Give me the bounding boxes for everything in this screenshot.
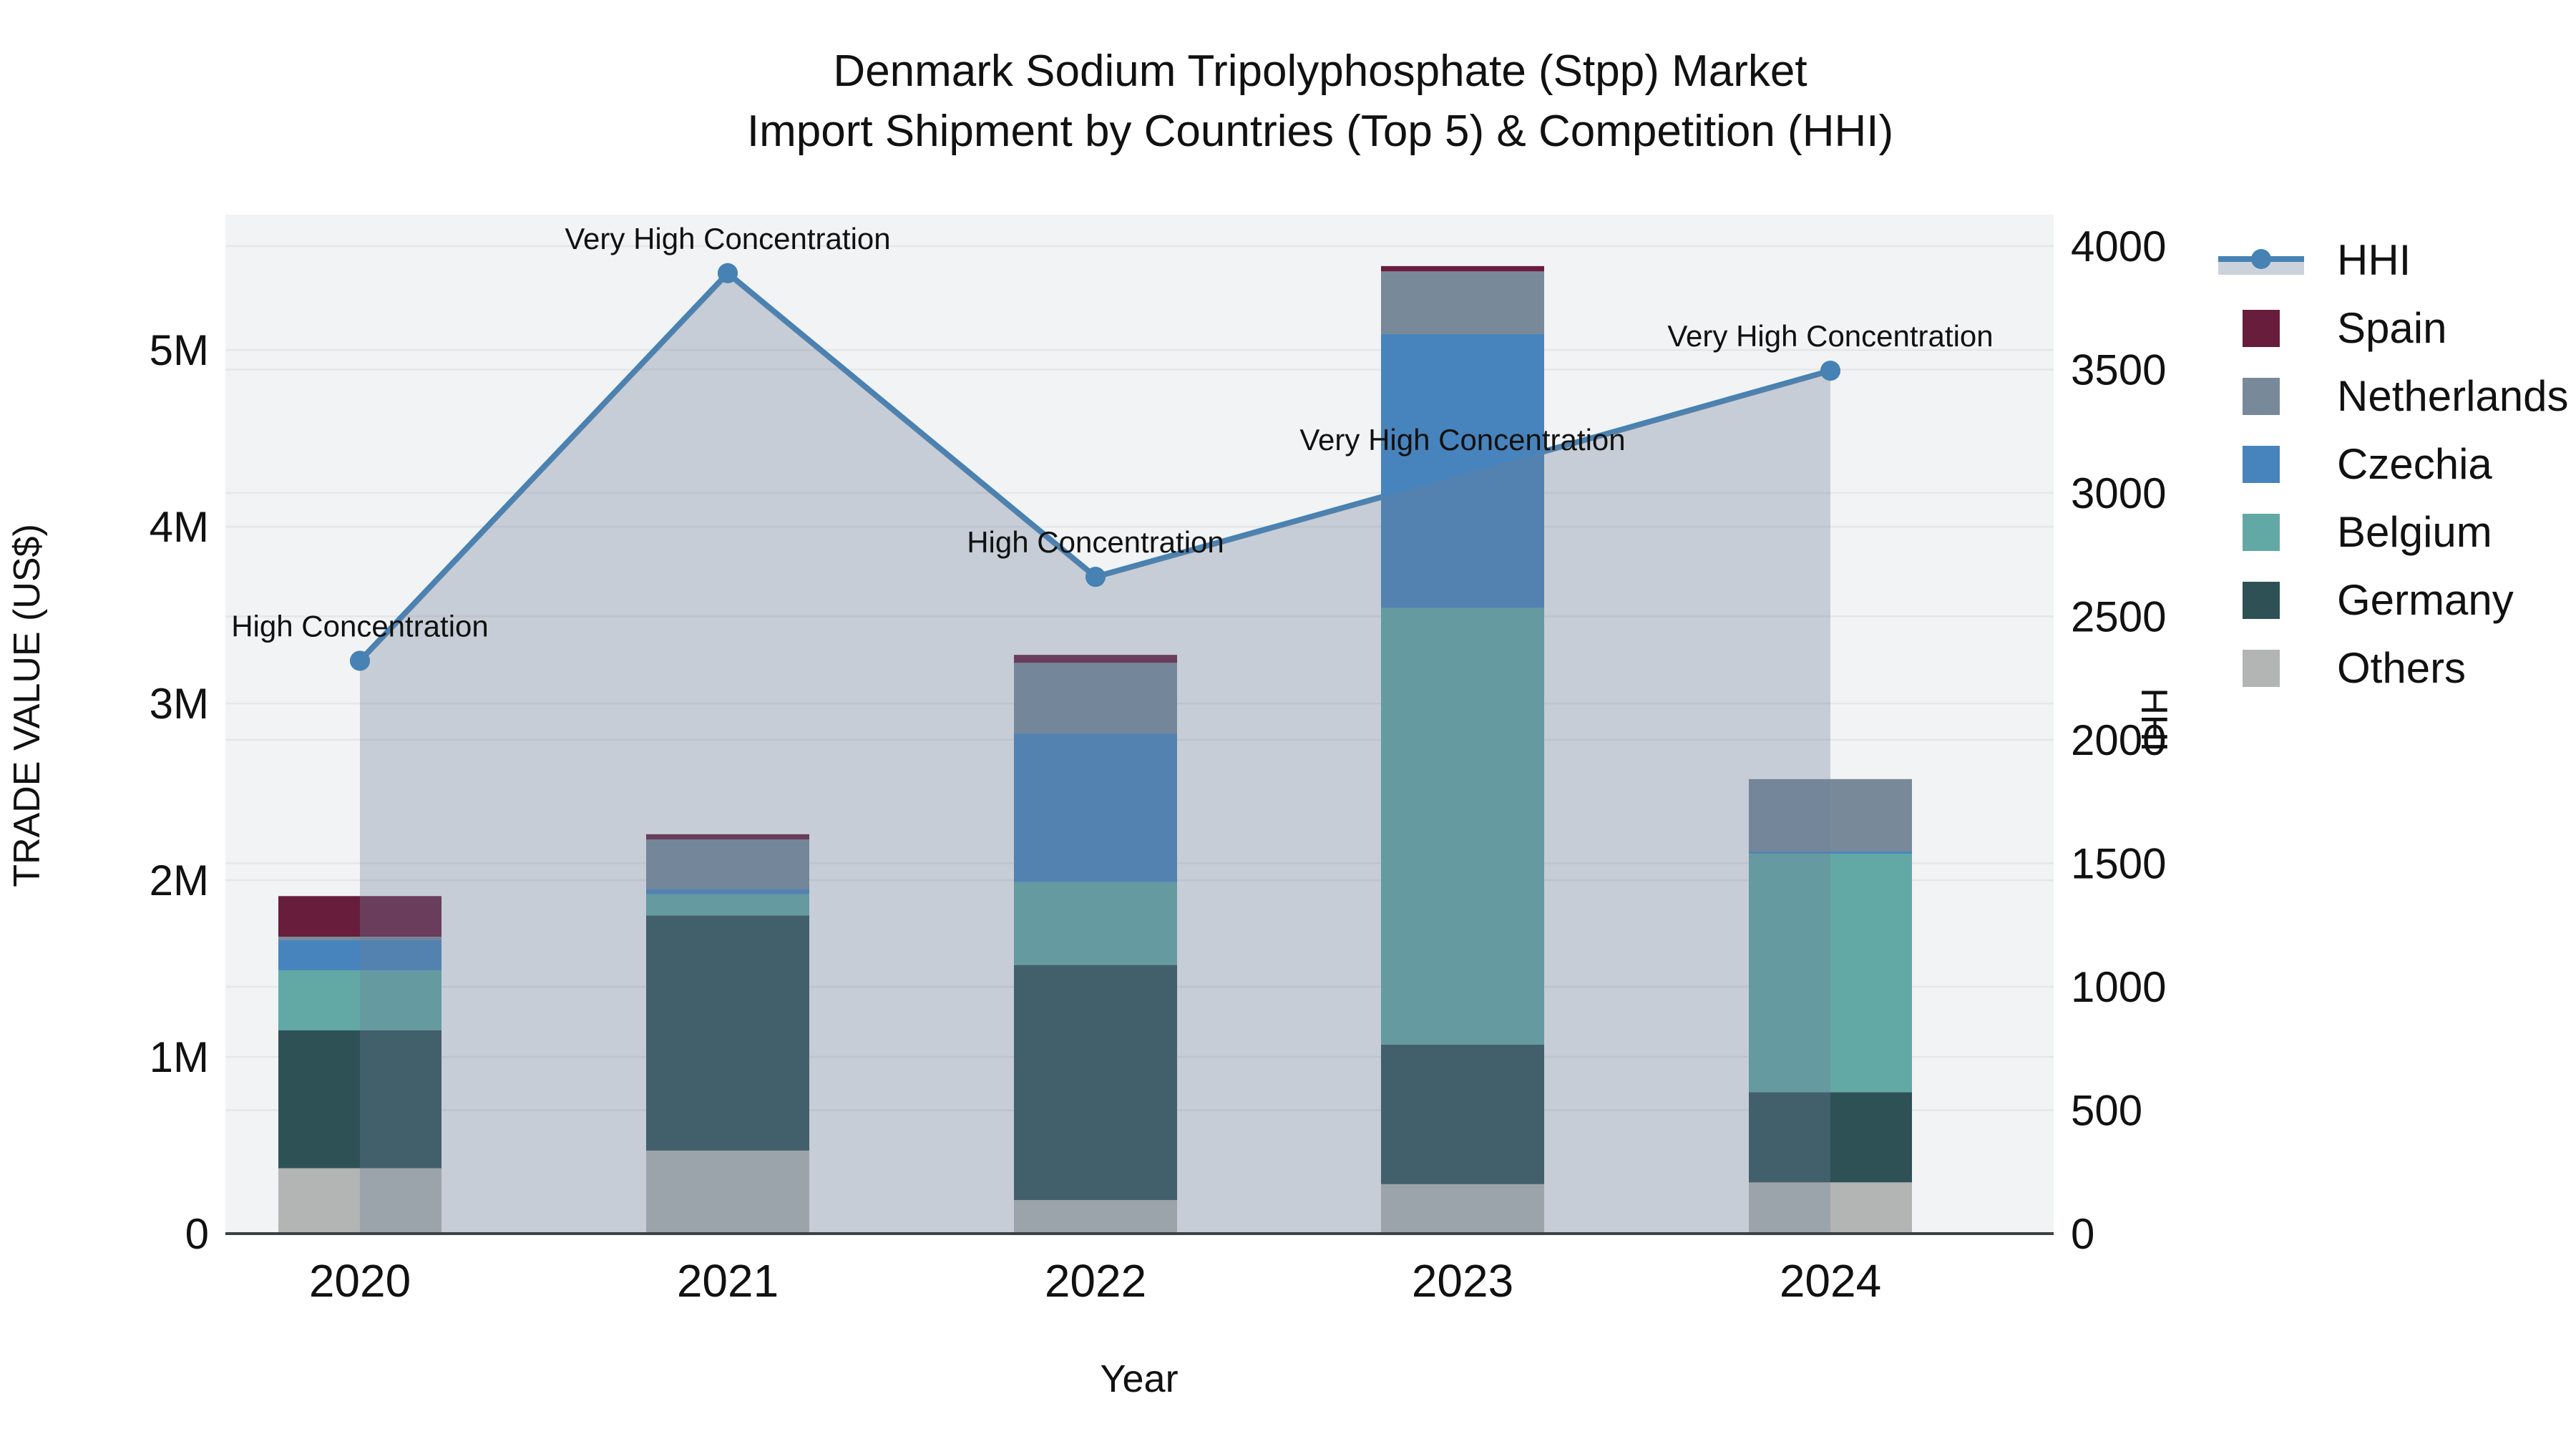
right-axis-tick-label: 1500	[2071, 839, 2166, 887]
x-axis-tick-label-2023: 2023	[1412, 1255, 1513, 1307]
bar-segment-czechia-2022[interactable]	[1014, 733, 1177, 882]
hhi-marker[interactable]	[718, 263, 738, 283]
bar-segment-others-2023[interactable]	[1381, 1184, 1544, 1234]
bar-segment-netherlands-2021[interactable]	[646, 839, 809, 889]
bar-segment-belgium-2022[interactable]	[1014, 882, 1177, 965]
x-axis-tick-label-2022: 2022	[1045, 1255, 1146, 1307]
legend-color-swatch-czechia	[2243, 445, 2280, 483]
bar-segment-netherlands-2022[interactable]	[1014, 663, 1177, 734]
bar-segment-czechia-2020[interactable]	[278, 940, 441, 971]
legend-color-swatch-belgium	[2243, 513, 2280, 551]
chart-title-line1: Denmark Sodium Tripolyphosphate (Stpp) M…	[833, 47, 1807, 96]
legend-label-czechia: Czechia	[2337, 440, 2492, 488]
bar-segment-spain-2023[interactable]	[1381, 265, 1544, 272]
legend-swatch-holder	[2204, 649, 2318, 687]
legend-label-spain: Spain	[2337, 304, 2447, 352]
right-axis-tick-label: 500	[2071, 1086, 2142, 1134]
bar-segment-others-2021[interactable]	[646, 1150, 809, 1234]
left-axis-title: TRADE VALUE (US$)	[6, 524, 48, 887]
legend-item-others[interactable]: Others	[2204, 634, 2569, 702]
annotation-2020: High Concentration	[231, 609, 489, 643]
bar-segment-others-2024[interactable]	[1749, 1182, 1912, 1234]
bar-segment-netherlands-2020[interactable]	[278, 937, 441, 941]
legend-label-netherlands: Netherlands	[2337, 372, 2569, 420]
legend-color-swatch-spain	[2243, 309, 2280, 347]
x-axis-title: Year	[1100, 1357, 1179, 1400]
legend-swatch-holder	[2204, 513, 2318, 551]
bar-segment-others-2020[interactable]	[278, 1168, 441, 1234]
legend-color-swatch-germany	[2243, 581, 2280, 619]
x-axis-tick-label-2021: 2021	[677, 1255, 779, 1307]
left-axis-tick-label: 2M	[150, 857, 209, 904]
left-axis-tick-label: 5M	[150, 326, 209, 374]
left-axis-tick-label: 1M	[150, 1033, 209, 1081]
bar-segment-czechia-2023[interactable]	[1381, 333, 1544, 608]
legend-label-germany: Germany	[2337, 576, 2514, 624]
legend-color-swatch-others	[2243, 649, 2280, 687]
right-axis-tick-label: 0	[2071, 1210, 2094, 1258]
bar-segment-belgium-2023[interactable]	[1381, 608, 1544, 1045]
legend-item-netherlands[interactable]: Netherlands	[2204, 362, 2569, 430]
hhi-marker-swatch	[2251, 248, 2271, 269]
bar-segment-netherlands-2024[interactable]	[1749, 779, 1912, 852]
legend-swatch-holder	[2204, 309, 2318, 347]
legend-item-hhi[interactable]: HHI	[2204, 226, 2569, 294]
legend-item-spain[interactable]: Spain	[2204, 294, 2569, 362]
right-axis-tick-label: 2500	[2071, 592, 2166, 640]
hhi-marker[interactable]	[1820, 361, 1840, 381]
bar-segment-germany-2023[interactable]	[1381, 1044, 1544, 1184]
legend-swatch-holder	[2204, 445, 2318, 483]
chart-title-line2: Import Shipment by Countries (Top 5) & C…	[746, 107, 1894, 156]
legend-swatch-holder	[2204, 377, 2318, 415]
bar-segment-belgium-2021[interactable]	[646, 894, 809, 916]
annotation-2021: Very High Concentration	[565, 222, 890, 255]
bar-segment-belgium-2020[interactable]	[278, 970, 441, 1030]
annotation-2022: High Concentration	[967, 525, 1224, 559]
legend-label-hhi: HHI	[2337, 236, 2411, 284]
left-axis-tick-label: 4M	[150, 503, 209, 551]
bar-segment-netherlands-2023[interactable]	[1381, 271, 1544, 334]
bar-segment-germany-2022[interactable]	[1014, 965, 1177, 1201]
bar-segment-spain-2022[interactable]	[1014, 655, 1177, 663]
right-axis-tick-label: 3500	[2071, 346, 2166, 394]
legend-color-swatch-netherlands	[2243, 377, 2280, 415]
annotation-2024: Very High Concentration	[1667, 319, 1993, 353]
legend: HHI Spain Netherlands Czechia Belgium Germany…	[2204, 226, 2569, 702]
bar-segment-germany-2024[interactable]	[1749, 1092, 1912, 1183]
legend-item-belgium[interactable]: Belgium	[2204, 498, 2569, 566]
bar-segment-germany-2021[interactable]	[646, 915, 809, 1151]
bar-segment-belgium-2024[interactable]	[1749, 854, 1912, 1093]
left-axis-tick-label: 3M	[150, 680, 209, 728]
bar-segment-germany-2020[interactable]	[278, 1030, 441, 1169]
annotation-2023: Very High Concentration	[1299, 423, 1625, 457]
hhi-line-swatch	[2218, 245, 2304, 276]
hhi-marker[interactable]	[1085, 567, 1106, 587]
bar-segment-others-2022[interactable]	[1014, 1200, 1177, 1234]
right-axis-tick-label: 1000	[2071, 963, 2166, 1011]
hhi-marker[interactable]	[350, 650, 370, 671]
hhi-area-fill	[360, 273, 1830, 1234]
legend-item-czechia[interactable]: Czechia	[2204, 430, 2569, 498]
bar-segment-czechia-2024[interactable]	[1749, 852, 1912, 854]
right-axis-tick-label: 3000	[2071, 469, 2166, 517]
chart-title: Denmark Sodium Tripolyphosphate (Stpp) M…	[0, 42, 2576, 162]
legend-line-sample	[2204, 245, 2318, 276]
legend-swatch-holder	[2204, 581, 2318, 619]
right-axis-tick-label: 4000	[2071, 223, 2166, 270]
legend-label-others: Others	[2337, 644, 2467, 692]
left-axis-tick-label: 0	[185, 1210, 209, 1258]
bar-segment-spain-2020[interactable]	[278, 896, 441, 937]
right-axis-title: HHI	[2133, 688, 2175, 752]
bar-segment-czechia-2021[interactable]	[646, 889, 809, 894]
legend-label-belgium: Belgium	[2337, 508, 2492, 556]
bar-segment-spain-2021[interactable]	[646, 834, 809, 840]
x-axis-tick-label-2024: 2024	[1780, 1255, 1881, 1307]
right-axis-tick-label: 2000	[2071, 716, 2166, 764]
x-axis-tick-label-2020: 2020	[309, 1255, 411, 1307]
legend-item-germany[interactable]: Germany	[2204, 566, 2569, 634]
